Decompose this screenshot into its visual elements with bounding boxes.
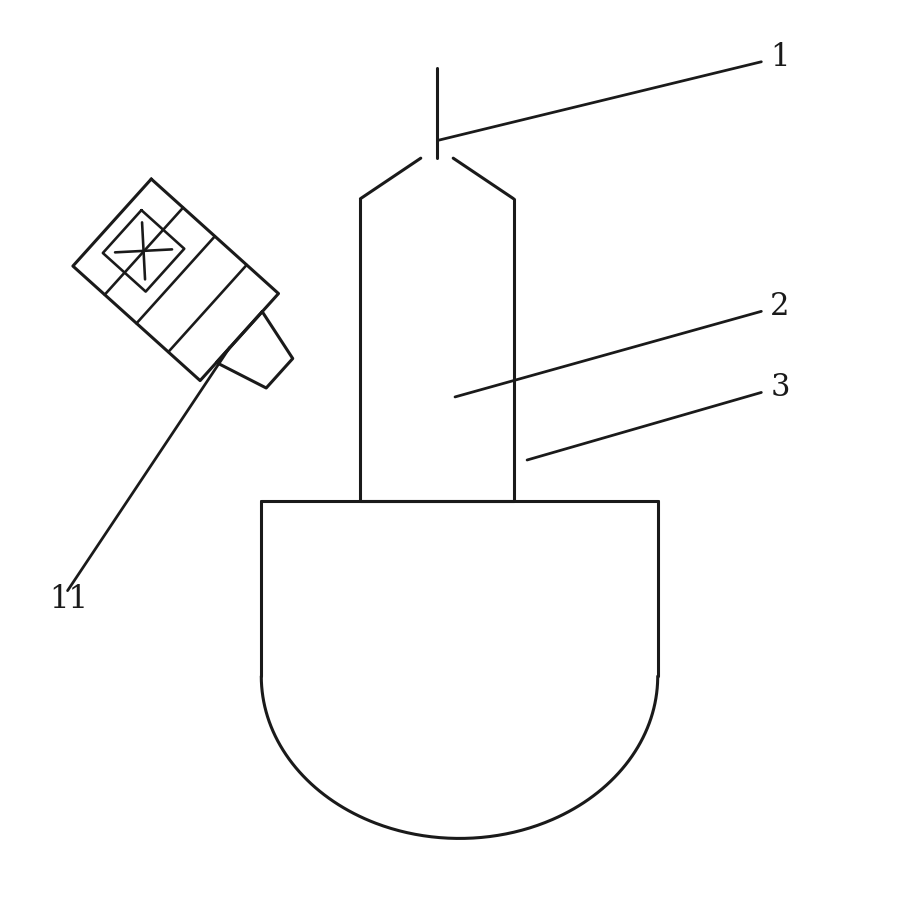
Text: 3: 3 — [770, 373, 790, 403]
Text: 2: 2 — [770, 291, 790, 322]
Text: 1: 1 — [770, 41, 790, 73]
Text: 11: 11 — [50, 584, 88, 615]
